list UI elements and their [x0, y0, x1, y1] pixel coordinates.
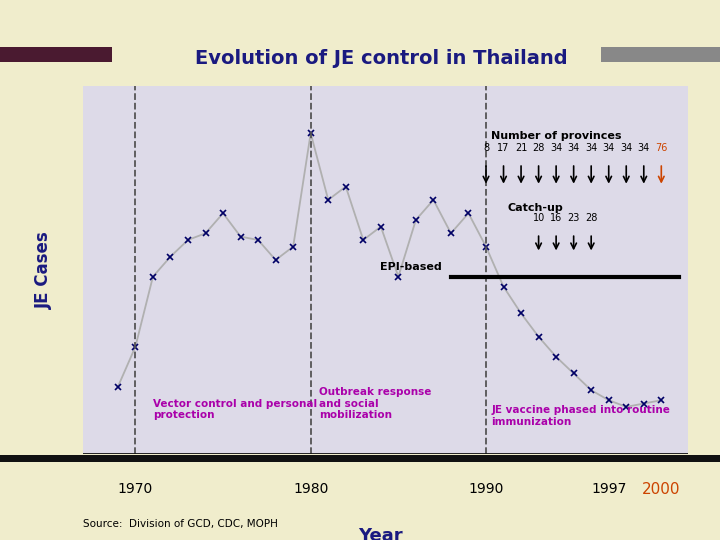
Text: 16: 16	[550, 213, 562, 223]
Text: Number of provinces: Number of provinces	[491, 131, 621, 141]
Text: 34: 34	[585, 143, 598, 153]
Text: Source:  Division of GCD, CDC, MOPH: Source: Division of GCD, CDC, MOPH	[83, 519, 278, 529]
Text: 34: 34	[550, 143, 562, 153]
Text: 28: 28	[532, 143, 545, 153]
Text: JE vaccine phased into routine
immunization: JE vaccine phased into routine immunizat…	[491, 406, 670, 427]
Text: 1990: 1990	[468, 482, 504, 496]
Text: 34: 34	[638, 143, 650, 153]
Text: 21: 21	[515, 143, 527, 153]
Text: 1970: 1970	[118, 482, 153, 496]
Text: 1980: 1980	[293, 482, 328, 496]
Text: 1997: 1997	[591, 482, 626, 496]
Text: 34: 34	[620, 143, 632, 153]
Text: Outbreak response
and social
mobilization: Outbreak response and social mobilizatio…	[320, 387, 432, 420]
Text: 17: 17	[498, 143, 510, 153]
Text: 76: 76	[655, 143, 667, 153]
Text: 34: 34	[567, 143, 580, 153]
Text: 34: 34	[603, 143, 615, 153]
Text: 28: 28	[585, 213, 598, 223]
Text: 8: 8	[483, 143, 489, 153]
Text: Evolution of JE control in Thailand: Evolution of JE control in Thailand	[194, 49, 567, 68]
Text: Catch-up: Catch-up	[507, 203, 563, 213]
Text: 10: 10	[533, 213, 545, 223]
Text: EPI-based: EPI-based	[380, 262, 442, 272]
Text: JE Cases: JE Cases	[35, 231, 53, 309]
Text: 2000: 2000	[642, 482, 680, 497]
Text: Vector control and personal
protection: Vector control and personal protection	[153, 399, 317, 420]
Text: 23: 23	[567, 213, 580, 223]
Text: Year: Year	[359, 527, 403, 540]
